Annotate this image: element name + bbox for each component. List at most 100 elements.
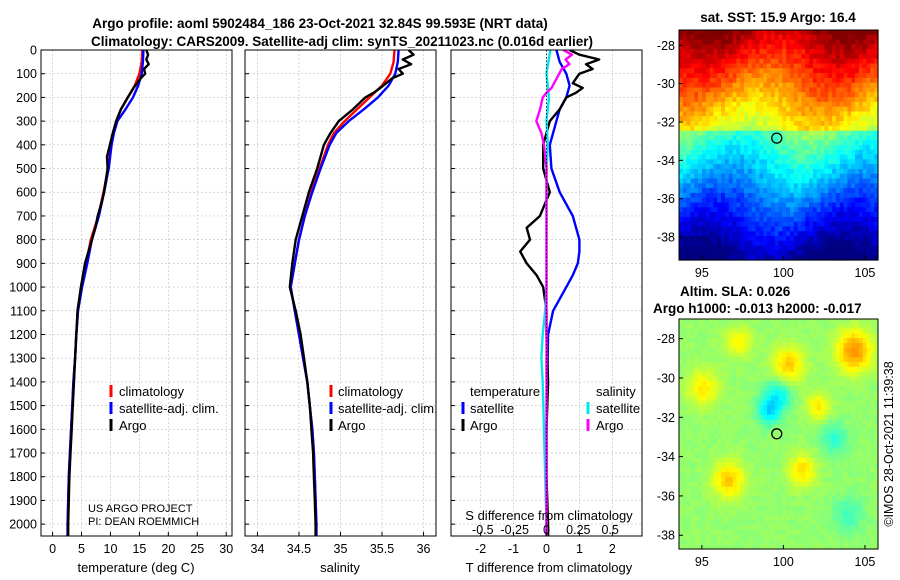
map-cell (789, 216, 795, 223)
map-cell (793, 192, 799, 199)
map-cell (770, 323, 776, 330)
map-cell (724, 434, 730, 440)
map-cell (835, 352, 841, 358)
map-cell (701, 207, 707, 213)
map-cell (751, 429, 757, 435)
map-cell (828, 342, 833, 349)
map-cell (870, 434, 875, 440)
map-cell (812, 501, 818, 507)
map-cell (701, 410, 707, 416)
map-cell (759, 250, 764, 256)
map-cell (820, 188, 826, 194)
map-cell (751, 63, 757, 69)
map-cell (828, 424, 833, 430)
map-cell (755, 419, 760, 426)
map-cell (812, 168, 818, 175)
map-cell (847, 121, 852, 127)
map-cell (732, 149, 738, 156)
map-cell (705, 130, 711, 137)
map-cell (755, 366, 760, 373)
map-cell (805, 352, 810, 358)
map-cell (855, 106, 860, 113)
map-cell (705, 371, 711, 378)
map-cell (717, 97, 722, 103)
map-cell (724, 58, 730, 65)
map-cell (701, 125, 707, 132)
map-cell (843, 121, 848, 127)
map-cell (736, 125, 741, 132)
map-cell (686, 481, 692, 488)
map-cell (824, 135, 829, 141)
map-cell (744, 58, 749, 65)
map-cell (736, 362, 741, 368)
map-cell (747, 457, 753, 464)
map-cell (701, 255, 707, 261)
map-cell (759, 462, 764, 469)
map-cell (767, 82, 772, 89)
map-cell (801, 111, 806, 117)
map-cell (801, 154, 806, 160)
map-cell (709, 149, 715, 156)
map-cell (717, 352, 722, 358)
map-cell (701, 414, 707, 421)
map-cell (870, 140, 875, 146)
map-cell (809, 116, 814, 122)
map-cell (812, 125, 818, 132)
map-cell (679, 92, 684, 98)
map-cell (847, 173, 852, 180)
map-cell (705, 448, 711, 454)
map-cell (740, 106, 745, 113)
map-cell (855, 145, 860, 151)
map-cell (705, 73, 711, 79)
map-cell (843, 212, 848, 218)
map-cell (732, 154, 738, 160)
map-cell (709, 192, 715, 199)
map-cell (774, 319, 780, 325)
map-cell (843, 173, 848, 180)
map-cell (820, 97, 826, 103)
map-cell (816, 448, 822, 454)
map-cell (851, 87, 856, 93)
map-cell (751, 424, 757, 430)
map-cell (809, 357, 814, 363)
map-cell (736, 438, 741, 445)
map-cell (724, 73, 730, 79)
map-cell (721, 472, 726, 478)
map-cell (763, 338, 768, 344)
map-cell (812, 462, 818, 469)
map-cell (786, 501, 791, 507)
map-cell (835, 386, 841, 392)
map-cell (744, 106, 749, 113)
map-cell (713, 116, 718, 122)
map-cell (698, 92, 703, 98)
map-cell (832, 106, 837, 113)
map-cell (709, 453, 715, 459)
map-cell (690, 424, 695, 430)
map-cell (793, 188, 799, 194)
map-cell (679, 255, 684, 261)
top-tick-label: -0.5 (472, 523, 494, 537)
map-cell (786, 333, 791, 339)
map-cell (843, 231, 848, 237)
map-cell (747, 371, 753, 378)
map-cell (809, 207, 814, 213)
map-cell (782, 231, 787, 237)
map-cell (679, 192, 684, 199)
map-cell (801, 381, 806, 387)
map-cell (701, 362, 707, 368)
map-cell (767, 44, 772, 50)
map-cell (805, 510, 810, 517)
map-cell (709, 135, 715, 141)
map-cell (809, 347, 814, 354)
map-cell (828, 73, 833, 79)
map-cell (862, 342, 868, 349)
map-cell (732, 97, 738, 103)
map-cell (855, 467, 860, 473)
map-cell (751, 434, 757, 440)
map-cell (816, 395, 822, 402)
map-cell (728, 347, 734, 354)
map-cell (682, 111, 688, 117)
map-cell (713, 236, 718, 242)
map-cell (789, 400, 795, 406)
map-cell (843, 49, 848, 55)
